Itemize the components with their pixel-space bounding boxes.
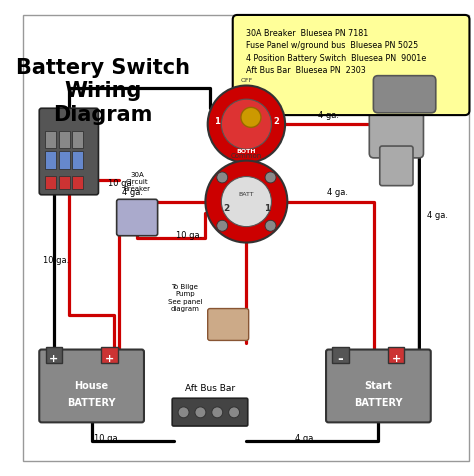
Text: 30A Breaker  Bluesea PN 7181
Fuse Panel w/ground bus  Bluesea PN 5025
4 Position: 30A Breaker Bluesea PN 7181 Fuse Panel w… xyxy=(246,29,427,75)
Text: BATTERY: BATTERY xyxy=(67,398,116,408)
FancyBboxPatch shape xyxy=(332,347,349,363)
Circle shape xyxy=(217,172,228,183)
Text: 2: 2 xyxy=(223,204,229,213)
Text: +: + xyxy=(49,354,58,364)
Circle shape xyxy=(221,99,272,149)
Text: OFF: OFF xyxy=(240,79,253,83)
FancyBboxPatch shape xyxy=(73,176,83,189)
FancyBboxPatch shape xyxy=(45,151,56,169)
Text: BATTERY: BATTERY xyxy=(354,398,402,408)
Circle shape xyxy=(265,172,276,183)
Text: Common: Common xyxy=(231,153,262,159)
Text: 10 ga.: 10 ga. xyxy=(108,179,134,188)
Text: 2: 2 xyxy=(273,118,279,127)
Circle shape xyxy=(265,220,276,231)
Circle shape xyxy=(178,407,189,418)
Text: 1: 1 xyxy=(264,204,270,213)
Text: 4 ga.: 4 ga. xyxy=(122,188,143,197)
Text: 10 ga.: 10 ga. xyxy=(43,256,69,265)
Circle shape xyxy=(217,220,228,231)
FancyBboxPatch shape xyxy=(380,146,413,186)
FancyBboxPatch shape xyxy=(117,199,158,236)
Text: 4 ga.: 4 ga. xyxy=(327,188,348,197)
FancyBboxPatch shape xyxy=(208,308,249,340)
Text: 10 ga.: 10 ga. xyxy=(176,231,202,240)
FancyBboxPatch shape xyxy=(326,349,431,422)
Text: 4 ga.: 4 ga. xyxy=(427,211,448,220)
Text: +: + xyxy=(105,354,114,364)
Text: -: - xyxy=(337,352,343,366)
FancyBboxPatch shape xyxy=(233,15,469,115)
FancyBboxPatch shape xyxy=(388,347,404,363)
Circle shape xyxy=(205,160,287,243)
Text: Start: Start xyxy=(365,381,392,391)
Circle shape xyxy=(228,407,239,418)
Text: 4 ga.: 4 ga. xyxy=(318,110,339,119)
FancyBboxPatch shape xyxy=(73,151,83,169)
Text: BATT: BATT xyxy=(238,192,254,197)
FancyBboxPatch shape xyxy=(46,347,63,363)
FancyBboxPatch shape xyxy=(59,176,70,189)
Text: 1: 1 xyxy=(214,118,220,127)
FancyBboxPatch shape xyxy=(45,176,56,189)
Text: Battery Switch
Wiring
Diagram: Battery Switch Wiring Diagram xyxy=(16,58,190,125)
Circle shape xyxy=(241,108,261,128)
FancyBboxPatch shape xyxy=(59,130,70,149)
Circle shape xyxy=(221,177,272,227)
FancyBboxPatch shape xyxy=(39,349,144,422)
FancyBboxPatch shape xyxy=(59,151,70,169)
Text: +: + xyxy=(392,354,401,364)
FancyBboxPatch shape xyxy=(39,108,99,195)
FancyBboxPatch shape xyxy=(100,347,118,363)
FancyBboxPatch shape xyxy=(45,130,56,149)
FancyBboxPatch shape xyxy=(369,89,423,158)
FancyBboxPatch shape xyxy=(172,398,248,426)
FancyBboxPatch shape xyxy=(374,76,436,113)
Text: 30A
Circuit
Breaker: 30A Circuit Breaker xyxy=(124,172,151,192)
Circle shape xyxy=(212,407,223,418)
Text: 10 ga.: 10 ga. xyxy=(94,434,121,443)
Circle shape xyxy=(195,407,206,418)
Circle shape xyxy=(208,86,285,163)
Text: House: House xyxy=(74,381,109,391)
Text: BOTH: BOTH xyxy=(237,149,256,154)
FancyBboxPatch shape xyxy=(73,130,83,149)
Text: To Bilge
Pump
See panel
diagram: To Bilge Pump See panel diagram xyxy=(168,284,202,312)
Text: Aft Bus Bar: Aft Bus Bar xyxy=(185,384,235,393)
Text: 4 ga.: 4 ga. xyxy=(295,434,316,443)
